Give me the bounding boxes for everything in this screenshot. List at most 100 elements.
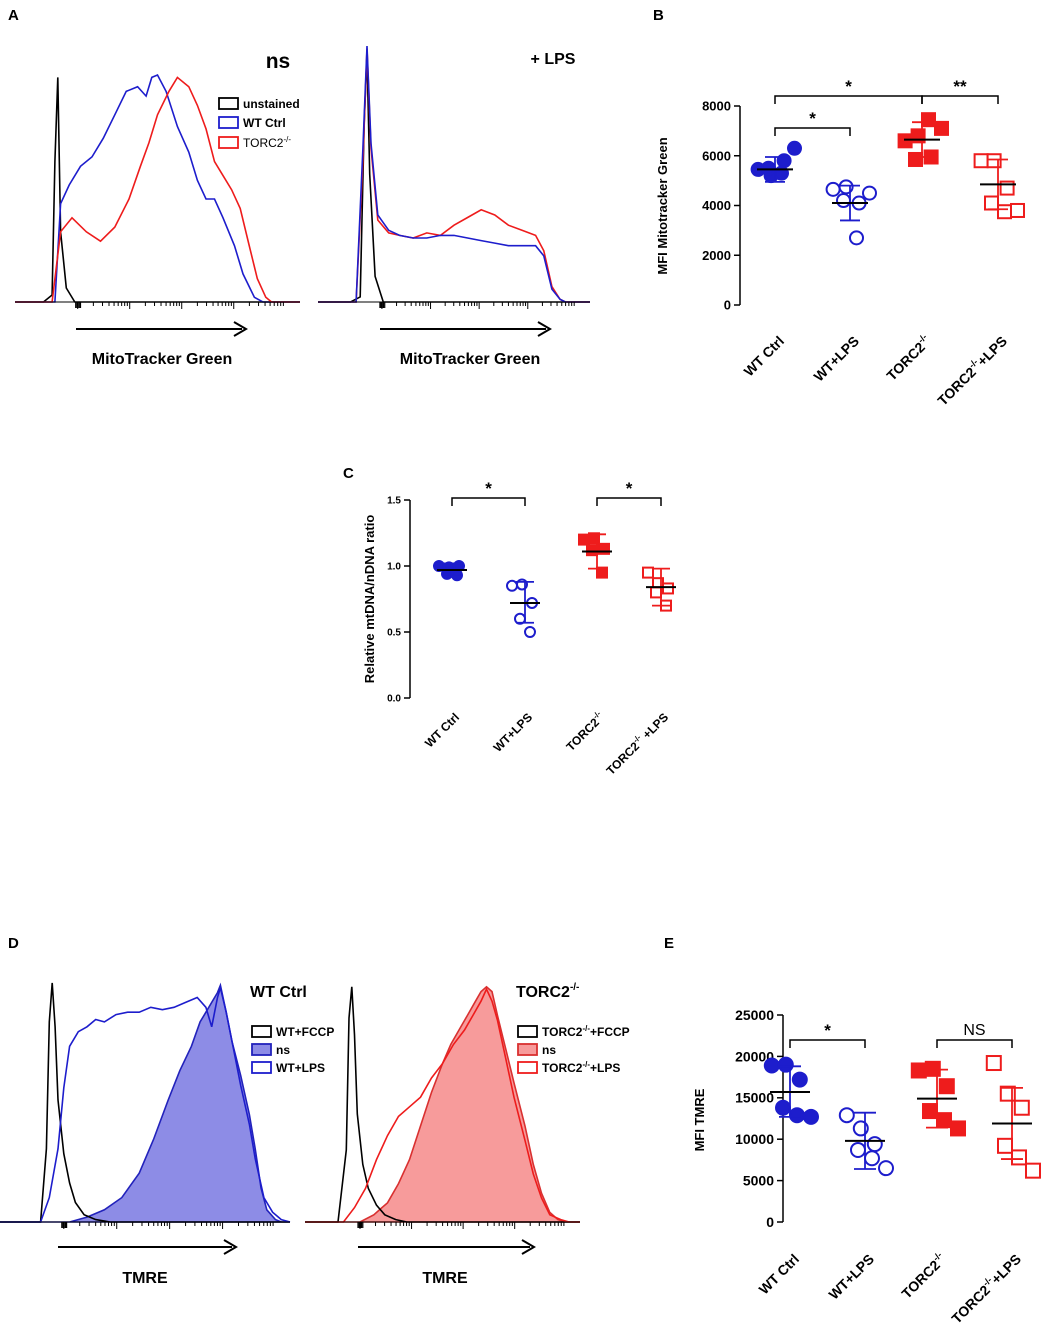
legend: unstained WT Ctrl TORC2-/- xyxy=(218,97,300,150)
histogram-d-torc2: TMRE TORC2-/- TORC2-/-+FCCP ns TORC2-/-+… xyxy=(305,982,630,1287)
x-tick-label-base: TORC2 xyxy=(948,1282,993,1327)
legend-swatch-wt-fccp xyxy=(251,1025,272,1038)
chart-title-sup: -/- xyxy=(570,982,579,993)
x-axis-label: MitoTracker Green xyxy=(92,351,233,368)
data-point xyxy=(506,579,518,592)
hist-series-unstained xyxy=(318,53,590,303)
data-point xyxy=(936,1112,952,1129)
data-point xyxy=(838,1107,855,1124)
legend-swatch-torc2 xyxy=(218,136,239,149)
x-tick-label: WT+LPS xyxy=(810,333,862,385)
hist-ticks xyxy=(379,302,575,309)
y-tick-label: 1.5 xyxy=(387,496,401,507)
x-tick-label-base: TORC2 xyxy=(883,339,928,384)
data-point xyxy=(985,1055,1002,1072)
y-tick-label: 2000 xyxy=(702,248,731,263)
scatter-b: MFI Mitotracker Green 0 2000 4000 6000 8000 W… xyxy=(655,77,1025,409)
data-point xyxy=(791,1071,808,1088)
legend-label-torc2-lps: TORC2-/-+LPS xyxy=(542,1060,620,1075)
hist-ticks xyxy=(75,302,284,309)
panel-letter-e: E xyxy=(664,935,674,952)
data-point xyxy=(642,566,654,579)
data-point xyxy=(775,1099,791,1116)
histogram-d-wt: TMRE WT Ctrl WT+FCCP ns WT+LPS xyxy=(0,982,334,1287)
y-tick-label: 0 xyxy=(766,1214,774,1230)
legend-label-wt-ctrl: WT Ctrl xyxy=(243,116,286,130)
x-tick-label: WT Ctrl xyxy=(422,710,462,750)
x-tick-label: TORC2-/- xyxy=(882,332,934,384)
y-tick-label: 20000 xyxy=(735,1048,774,1064)
legend-swatch-ns xyxy=(251,1043,272,1056)
data-point xyxy=(451,569,463,582)
group-3: TORC2-/- +LPS xyxy=(604,566,676,778)
group-3: TORC2-/-+LPS xyxy=(934,153,1025,409)
hist-series-ns xyxy=(305,985,580,1223)
significance-bracket xyxy=(596,497,662,506)
hist-series-torc2-fccp xyxy=(305,986,580,1223)
y-tick-label: 4000 xyxy=(702,198,731,213)
data-point xyxy=(1011,1149,1027,1166)
y-tick-label: 1.0 xyxy=(387,562,401,573)
chart-title-base: TORC2 xyxy=(516,984,570,1001)
scatter-c: Relative mtDNA/nDNA ratio 0.0 0.5 1.0 1.5 WT… xyxy=(362,479,676,778)
y-tick-label: 0 xyxy=(724,298,731,313)
y-tick-label: 8000 xyxy=(702,99,731,114)
data-point xyxy=(524,626,536,638)
significance-bracket xyxy=(774,95,923,104)
x-tick-label: WT+LPS xyxy=(825,1251,877,1303)
hist-ticks xyxy=(61,1222,274,1229)
x-tick-label-base: WT+LPS xyxy=(810,333,862,385)
y-tick-label: 6000 xyxy=(702,148,731,163)
legend-label-base: TORC2 xyxy=(542,1061,583,1075)
legend-label-torc2-fccp: TORC2-/-+FCCP xyxy=(542,1024,630,1039)
data-point xyxy=(803,1108,819,1125)
significance-label: ** xyxy=(953,77,967,96)
data-point xyxy=(862,185,877,201)
arrowhead-icon xyxy=(233,321,248,337)
data-point xyxy=(650,586,662,599)
legend-label-unstained: unstained xyxy=(243,97,300,111)
legend-label-suffix: +FCCP xyxy=(590,1025,630,1039)
x-tick-label-suffix: +LPS xyxy=(988,1251,1024,1287)
data-point xyxy=(1013,1099,1030,1116)
hist-series-unstained xyxy=(15,77,300,303)
legend-label-torc2-sup: -/- xyxy=(283,135,291,144)
data-point xyxy=(908,151,923,167)
data-point xyxy=(973,153,989,169)
hist-series-torc2 xyxy=(15,76,300,303)
chart-title: + LPS xyxy=(531,51,576,68)
data-point xyxy=(922,1103,938,1120)
x-tick-label: WT Ctrl xyxy=(756,1251,803,1298)
panel-letter-d: D xyxy=(8,935,19,952)
legend-label-wt-lps: WT+LPS xyxy=(276,1061,325,1075)
y-tick-label: 0.0 xyxy=(387,694,401,705)
chart-title: TORC2-/- xyxy=(516,982,579,1001)
x-tick-label-suffix: +LPS xyxy=(974,333,1010,369)
group-0: WT Ctrl xyxy=(741,140,802,379)
data-point xyxy=(598,542,610,555)
data-point xyxy=(950,1120,966,1137)
significance-bracket xyxy=(451,497,526,506)
x-tick-label: TORC2-/-+LPS xyxy=(947,1250,1024,1327)
x-axis-label: MitoTracker Green xyxy=(400,351,541,368)
y-axis-label: Relative mtDNA/nDNA ratio xyxy=(362,515,377,684)
data-point xyxy=(850,1141,866,1158)
x-tick-label: TORC2-/- xyxy=(897,1250,949,1302)
significance-label: * xyxy=(485,479,492,498)
x-tick-label: TORC2-/- xyxy=(562,709,607,754)
hist-series-wt-ctrl xyxy=(15,73,300,303)
significance-bracket xyxy=(774,127,851,136)
group-1: WT+LPS xyxy=(491,578,540,755)
hist-series-wt-ctrl xyxy=(318,45,590,303)
data-point xyxy=(1010,202,1025,218)
legend-label-sup: -/- xyxy=(582,1060,590,1069)
significance-label: NS xyxy=(963,1022,985,1039)
data-point xyxy=(789,1107,805,1124)
significance-bracket xyxy=(936,1039,1013,1048)
legend-label-torc2-base: TORC2 xyxy=(243,136,284,150)
legend-label-wt-fccp: WT+FCCP xyxy=(276,1025,334,1039)
data-point xyxy=(588,532,600,545)
y-tick-label: 0.5 xyxy=(387,628,401,639)
x-tick-label-suffix: +LPS xyxy=(637,710,671,744)
